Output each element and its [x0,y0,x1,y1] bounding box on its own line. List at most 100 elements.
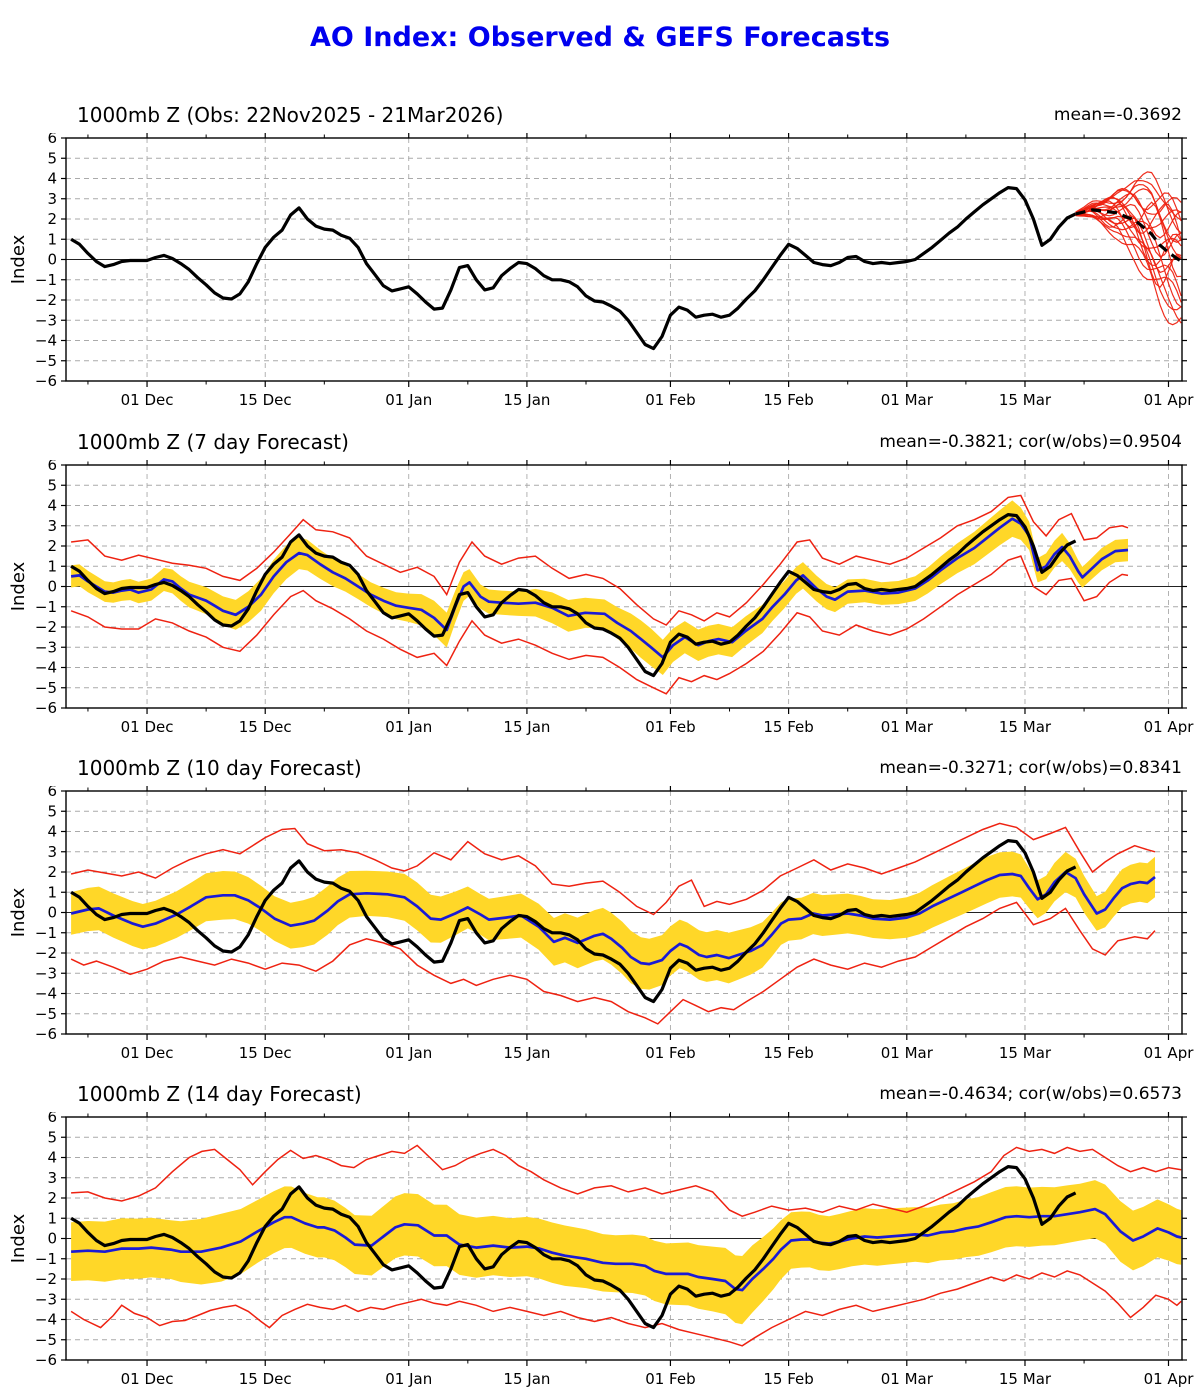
y-tick-label: −6 [35,1025,57,1043]
y-tick-label: 3 [47,843,57,861]
x-tick-label: 01 Dec [121,1370,174,1388]
x-tick-label: 15 Feb [763,1044,813,1062]
plot-series [70,1144,1182,1347]
y-tick-label: 6 [47,1112,57,1126]
panel-2-stats: mean=-0.3821; cor(w/obs)=0.9504 [879,432,1182,452]
x-tick-label: 01 Mar [881,391,934,409]
x-tick-label: 01 Feb [645,1044,695,1062]
y-tick-label: −5 [35,1331,57,1349]
x-tick-label: 01 Mar [881,718,934,736]
grid [66,464,1182,709]
ensemble-member-line [1075,189,1182,215]
y-tick-label: 1 [47,557,57,575]
panel-1-stats: mean=-0.3692 [1053,105,1182,125]
panel-1-header: 1000mb Z (Obs: 22Nov2025 - 21Mar2026) me… [0,103,1200,131]
x-tick-label: 15 Mar [999,718,1052,736]
y-tick-label: −3 [35,638,57,656]
x-tick-label: 01 Apr [1144,1044,1195,1062]
x-tick-label: 15 Feb [763,718,813,736]
y-axis-label: Index [8,1213,29,1263]
panel-2-header: 1000mb Z (7 day Forecast) mean=-0.3821; … [0,430,1200,458]
ensemble-spread-band [71,851,1156,990]
x-tick-label: 01 Jan [385,1044,432,1062]
panel-4-title: 1000mb Z (14 day Forecast) [77,1082,362,1106]
ensemble-member-line [1075,183,1182,259]
ensemble-member-line [1075,171,1182,234]
observed-line [70,513,1077,678]
x-tick-label: 15 Mar [999,1044,1052,1062]
panel-2-title: 1000mb Z (7 day Forecast) [77,430,349,454]
y-tick-label: 0 [47,578,57,596]
y-tick-label: −6 [35,1351,57,1369]
panel-4-chart-14day: −6 −5 −4 −3 −2 −1 0 1 2 3 4 5 6 01 Dec 15 Dec 01 Jan 15 … [8,1112,1194,1388]
ensemble-max-line [71,1144,1182,1218]
y-tick-label: 3 [47,190,57,208]
ensemble-spread-band [71,1180,1182,1325]
panel-1-chart-observed: −6 −5 −4 −3 −2 −1 0 1 2 3 4 5 6 01 Dec 15 Dec 01 Jan 15 … [8,133,1194,409]
forecast-mean-line [70,870,1156,966]
x-tick-label: 15 Feb [763,1370,813,1388]
x-tick-label: 15 Dec [239,391,292,409]
y-tick-label: 6 [47,133,57,147]
panel-3-stats: mean=-0.3271; cor(w/obs)=0.8341 [879,758,1182,778]
page-title: AO Index: Observed & GEFS Forecasts [309,22,891,53]
panel-4-header: 1000mb Z (14 day Forecast) mean=-0.4634;… [0,1082,1200,1110]
axes: −6 −5 −4 −3 −2 −1 0 1 2 3 4 5 6 01 Dec 15 Dec 01 Jan 15 … [8,460,1194,736]
y-tick-label: −3 [35,311,57,329]
x-tick-label: 15 Dec [239,1370,292,1388]
x-tick-label: 15 Jan [503,391,550,409]
y-tick-label: 2 [47,1189,57,1207]
y-tick-label: −1 [35,598,57,616]
observed-line [70,1165,1077,1330]
y-tick-label: −1 [35,271,57,289]
y-tick-label: −3 [35,1290,57,1308]
ensemble-max-line [70,822,1156,916]
ensemble-mean-dashed-line [1075,208,1182,264]
plot-series [70,494,1129,695]
x-tick-label: 01 Jan [385,391,432,409]
y-tick-label: 5 [47,1128,57,1146]
y-tick-label: 2 [47,863,57,881]
ensemble-min-line [70,555,1129,695]
x-tick-label: 01 Feb [645,718,695,736]
y-tick-label: −5 [35,679,57,697]
y-tick-label: −3 [35,964,57,982]
x-tick-label: 01 Dec [121,718,174,736]
y-tick-label: −4 [35,985,57,1003]
panel-3-header: 1000mb Z (10 day Forecast) mean=-0.3271;… [0,756,1200,784]
ensemble-member-line [1075,203,1182,267]
axes: −6 −5 −4 −3 −2 −1 0 1 2 3 4 5 6 01 Dec 15 Dec 01 Jan 15 … [8,133,1194,409]
y-tick-label: −5 [35,1005,57,1023]
panel-2-chart-7day: −6 −5 −4 −3 −2 −1 0 1 2 3 4 5 6 01 Dec 15 Dec 01 Jan 15 … [8,460,1194,736]
x-tick-label: 01 Jan [385,1370,432,1388]
y-tick-label: −5 [35,352,57,370]
x-tick-label: 15 Jan [503,718,550,736]
y-tick-label: 4 [47,170,57,188]
y-tick-label: −2 [35,944,57,962]
x-tick-label: 01 Feb [645,1370,695,1388]
forecast-mean-line [71,1207,1182,1292]
y-tick-label: −1 [35,1250,57,1268]
y-tick-label: −6 [35,372,57,390]
y-tick-label: 4 [47,497,57,515]
y-tick-label: 5 [47,149,57,167]
forecast-mean-line [70,517,1129,659]
ensemble-min-line [70,901,1156,1025]
y-tick-label: 0 [47,904,57,922]
y-tick-label: 1 [47,1209,57,1227]
x-tick-label: 15 Mar [999,391,1052,409]
y-tick-label: 4 [47,1149,57,1167]
x-tick-label: 01 Mar [881,1044,934,1062]
plot-series [70,822,1156,1025]
y-axis-label: Index [8,887,29,937]
x-tick-label: 01 Dec [121,1044,174,1062]
x-tick-label: 01 Apr [1144,391,1195,409]
y-tick-label: 4 [47,823,57,841]
ensemble-member-line [1075,192,1182,239]
y-tick-label: −2 [35,1270,57,1288]
ensemble-member-line [1075,215,1182,303]
y-tick-label: 0 [47,1230,57,1248]
grid [66,137,1182,382]
y-tick-label: 1 [47,230,57,248]
